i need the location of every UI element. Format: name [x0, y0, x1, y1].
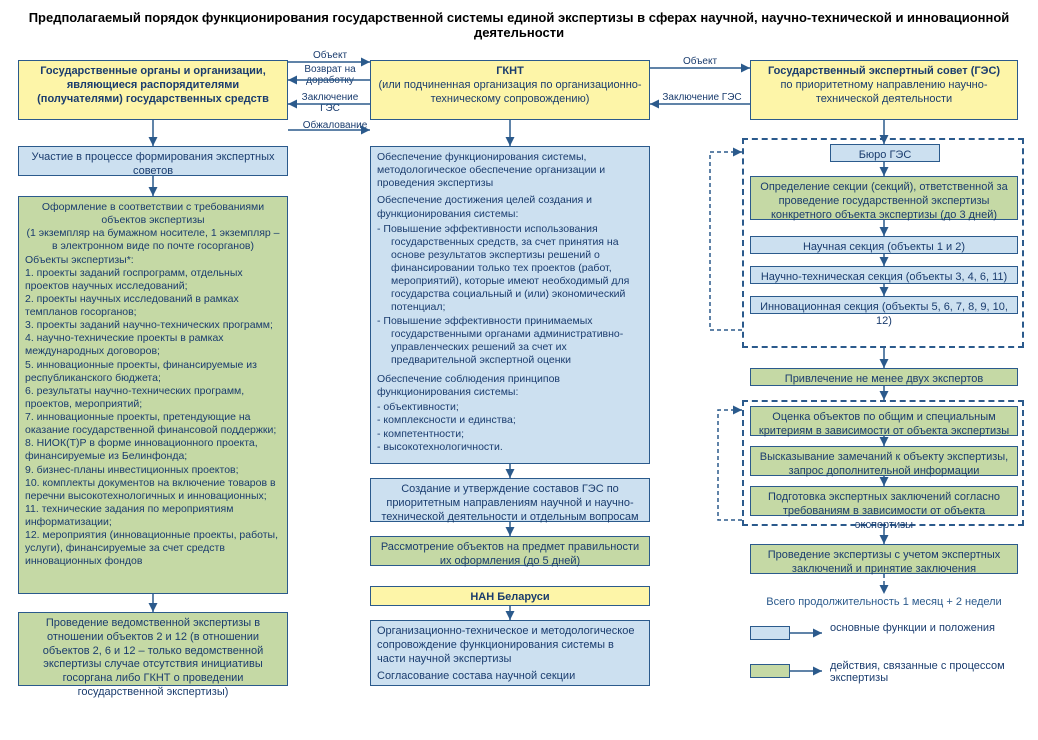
legend-1: основные функции и положения — [830, 622, 1020, 634]
node-left-vedom: Проведение ведомственной экспертизы в от… — [18, 612, 288, 686]
label-zaklges-right: Заключение ГЭС — [658, 92, 746, 103]
flowchart: Государственные органы и организации, яв… — [10, 50, 1028, 730]
c1-li2: Повышение эффективности принимаемых госу… — [391, 315, 643, 368]
node-top-center-sub: (или подчиненная организация по организа… — [377, 79, 643, 107]
left-objects-note: (1 экземпляр на бумажном носителе, 1 экз… — [25, 227, 281, 253]
node-nan: НАН Беларуси — [370, 586, 650, 606]
node-top-center-title: ГКНТ — [377, 65, 643, 79]
node-center-review: Рассмотрение объектов на предмет правиль… — [370, 536, 650, 566]
node-right-r8: Подготовка экспертных заключений согласн… — [750, 486, 1018, 516]
c1-li6: высокотехнологичности. — [391, 441, 643, 454]
duration-text: Всего продолжительность 1 месяц + 2 неде… — [750, 596, 1018, 608]
label-return: Возврат на доработку — [300, 64, 360, 86]
c1-li3: объективности; — [391, 401, 643, 414]
node-top-right: Государственный экспертный совет (ГЭС) п… — [750, 60, 1018, 120]
left-objects-i1: 2. проекты научных исследований в рамках… — [25, 293, 281, 319]
left-objects-i7: 8. НИОК(Т)Р в форме инновационного проек… — [25, 437, 281, 463]
node-left-objects: Оформление в соответствии с требованиями… — [18, 196, 288, 594]
left-objects-i10: 11. технические задания по мероприятиям … — [25, 503, 281, 529]
node-top-right-title: Государственный экспертный совет (ГЭС) — [757, 65, 1011, 79]
left-objects-i8: 9. бизнес-планы инвестиционных проектов; — [25, 464, 281, 477]
c4a: Организационно-техническое и методологич… — [377, 625, 643, 666]
left-objects-i0: 1. проекты заданий госпрограмм, отдельны… — [25, 267, 281, 293]
c1-p1: Обеспечение функционирования системы, ме… — [377, 151, 643, 190]
node-right-r4: Инновационная секция (объекты 5, 6, 7, 8… — [750, 296, 1018, 314]
c1-p2: Обеспечение достижения целей создания и … — [377, 194, 643, 220]
node-center-nan-body: Организационно-техническое и методологич… — [370, 620, 650, 686]
left-objects-i5: 6. результаты научно-технических програм… — [25, 385, 281, 411]
node-center-compose: Создание и утверждение составов ГЭС по п… — [370, 478, 650, 522]
page-title: Предполагаемый порядок функционирования … — [10, 10, 1028, 40]
node-top-right-sub: по приоритетному направлению научно-техн… — [757, 79, 1011, 107]
node-right-r9: Проведение экспертизы с учетом экспертны… — [750, 544, 1018, 574]
node-right-r6: Оценка объектов по общим и специальным к… — [750, 406, 1018, 436]
left-objects-head2: Объекты экспертизы*: — [25, 254, 281, 267]
node-right-r7: Высказывание замечаний к объекту эксперт… — [750, 446, 1018, 476]
node-left-participation: Участие в процессе формирования экспертн… — [18, 146, 288, 176]
node-center-main: Обеспечение функционирования системы, ме… — [370, 146, 650, 464]
c1-li5: компетентности; — [391, 428, 643, 441]
label-appeal: Обжалование — [300, 120, 370, 131]
c4b: Согласование состава научной секции — [377, 670, 643, 684]
left-objects-i4: 5. инновационные проекты, финансируемые … — [25, 359, 281, 385]
node-right-r1: Определение секции (секций), ответственн… — [750, 176, 1018, 220]
legend-blue-box — [750, 626, 790, 640]
node-right-r3: Научно-техническая секция (объекты 3, 4,… — [750, 266, 1018, 284]
node-right-r2: Научная секция (объекты 1 и 2) — [750, 236, 1018, 254]
legend-green-box — [750, 664, 790, 678]
c1-li1: Повышение эффективности использования го… — [391, 223, 643, 315]
label-object-right: Объект — [670, 56, 730, 67]
legend-2: действия, связанные с процессом эксперти… — [830, 660, 1020, 684]
left-objects-i2: 3. проекты заданий научно-технических пр… — [25, 319, 281, 332]
node-top-center: ГКНТ (или подчиненная организация по орг… — [370, 60, 650, 120]
node-top-left: Государственные органы и организации, яв… — [18, 60, 288, 120]
left-objects-i11: 12. мероприятия (инновационные проекты, … — [25, 529, 281, 568]
label-zaklges-left: Заключение ГЭС — [292, 92, 368, 114]
c1-li4: комплексности и единства; — [391, 414, 643, 427]
node-right-r5: Привлечение не менее двух экспертов — [750, 368, 1018, 386]
node-bureau: Бюро ГЭС — [830, 144, 940, 162]
left-objects-i3: 4. научно-технические проекты в рамках м… — [25, 332, 281, 358]
left-objects-i9: 10. комплекты документов на включение то… — [25, 477, 281, 503]
left-objects-i6: 7. инновационные проекты, претендующие н… — [25, 411, 281, 437]
left-objects-head1: Оформление в соответствии с требованиями… — [25, 201, 281, 227]
c1-p3: Обеспечение соблюдения принципов функцио… — [377, 373, 643, 399]
label-object-left: Объект — [300, 50, 360, 61]
